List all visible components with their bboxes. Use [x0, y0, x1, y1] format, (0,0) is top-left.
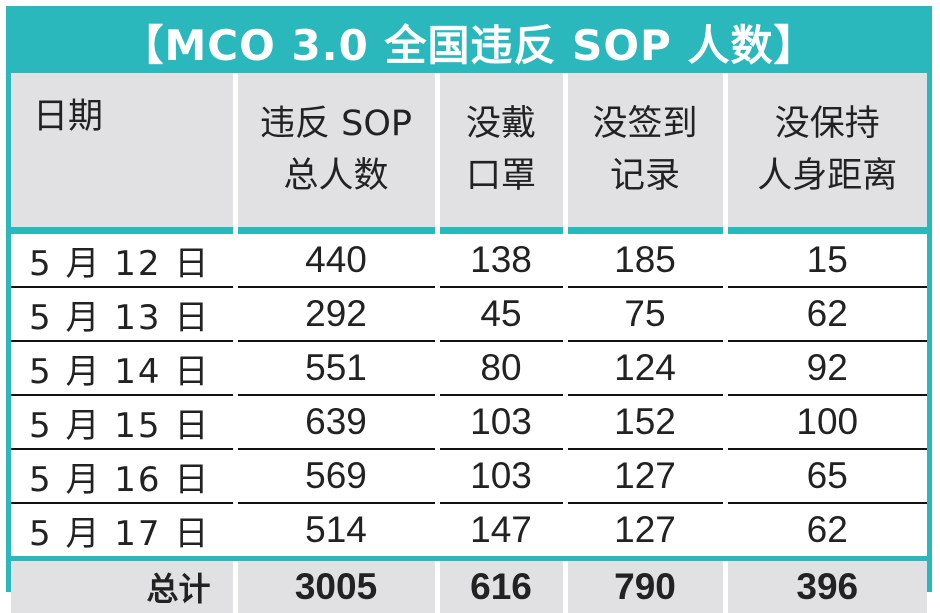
table-frame: 【MCO 3.0 全国违反 SOP 人数】 日期 违反 SOP 总人数 没戴 口…: [6, 6, 932, 592]
no-mask-cell: 80: [437, 341, 565, 395]
table-row: 5 月 16 日 569 103 127 65: [11, 449, 927, 503]
header-date-label: 日期: [33, 97, 103, 137]
date-cell: 5 月 16 日: [11, 449, 235, 503]
total-violations-cell: 440: [235, 234, 437, 287]
no-mask-sum: 616: [437, 559, 565, 613]
no-checkin-cell: 152: [565, 395, 725, 449]
no-distancing-sum: 396: [725, 559, 927, 613]
header-line: 记录: [568, 150, 723, 202]
total-violations-cell: 551: [235, 341, 437, 395]
header-line: 没签到: [568, 98, 723, 150]
header-total-violations: 违反 SOP 总人数: [235, 73, 437, 227]
header-row: 日期 违反 SOP 总人数 没戴 口罩 没签到 记录 没保持 人身距离: [11, 73, 927, 227]
header-divider: [11, 227, 927, 234]
no-checkin-cell: 75: [565, 287, 725, 341]
no-mask-cell: 103: [437, 449, 565, 503]
total-violations-cell: 569: [235, 449, 437, 503]
header-line: 人身距离: [728, 150, 928, 202]
no-mask-cell: 45: [437, 287, 565, 341]
no-checkin-cell: 127: [565, 449, 725, 503]
no-checkin-cell: 124: [565, 341, 725, 395]
table-row: 5 月 14 日 551 80 124 92: [11, 341, 927, 395]
header-line: 口罩: [440, 150, 563, 202]
header-no-mask: 没戴 口罩: [437, 73, 565, 227]
table-row: 5 月 15 日 639 103 152 100: [11, 395, 927, 449]
no-distancing-cell: 62: [725, 503, 927, 559]
header-date: 日期: [11, 73, 235, 227]
no-mask-cell: 103: [437, 395, 565, 449]
header-line: 违反 SOP: [238, 98, 435, 150]
date-cell: 5 月 15 日: [11, 395, 235, 449]
no-distancing-cell: 100: [725, 395, 927, 449]
no-distancing-cell: 92: [725, 341, 927, 395]
no-checkin-cell: 185: [565, 234, 725, 287]
total-violations-cell: 514: [235, 503, 437, 559]
date-cell: 5 月 17 日: [11, 503, 235, 559]
header-line: 没戴: [440, 98, 563, 150]
total-violations-cell: 292: [235, 287, 437, 341]
violations-table: 日期 违反 SOP 总人数 没戴 口罩 没签到 记录 没保持 人身距离: [11, 73, 927, 613]
date-cell: 5 月 12 日: [11, 234, 235, 287]
header-line: 总人数: [238, 150, 435, 202]
total-violations-cell: 639: [235, 395, 437, 449]
no-distancing-cell: 62: [725, 287, 927, 341]
table-row: 5 月 13 日 292 45 75 62: [11, 287, 927, 341]
total-label: 总计: [11, 559, 235, 613]
date-cell: 5 月 14 日: [11, 341, 235, 395]
no-checkin-cell: 127: [565, 503, 725, 559]
table-title: 【MCO 3.0 全国违反 SOP 人数】: [11, 11, 927, 73]
header-line: 没保持: [728, 98, 928, 150]
table-row: 5 月 12 日 440 138 185 15: [11, 234, 927, 287]
total-row: 总计 3005 616 790 396: [11, 559, 927, 613]
total-violations-sum: 3005: [235, 559, 437, 613]
no-distancing-cell: 65: [725, 449, 927, 503]
no-checkin-sum: 790: [565, 559, 725, 613]
header-no-checkin: 没签到 记录: [565, 73, 725, 227]
no-mask-cell: 138: [437, 234, 565, 287]
no-distancing-cell: 15: [725, 234, 927, 287]
header-no-distancing: 没保持 人身距离: [725, 73, 927, 227]
no-mask-cell: 147: [437, 503, 565, 559]
date-cell: 5 月 13 日: [11, 287, 235, 341]
table-row: 5 月 17 日 514 147 127 62: [11, 503, 927, 559]
